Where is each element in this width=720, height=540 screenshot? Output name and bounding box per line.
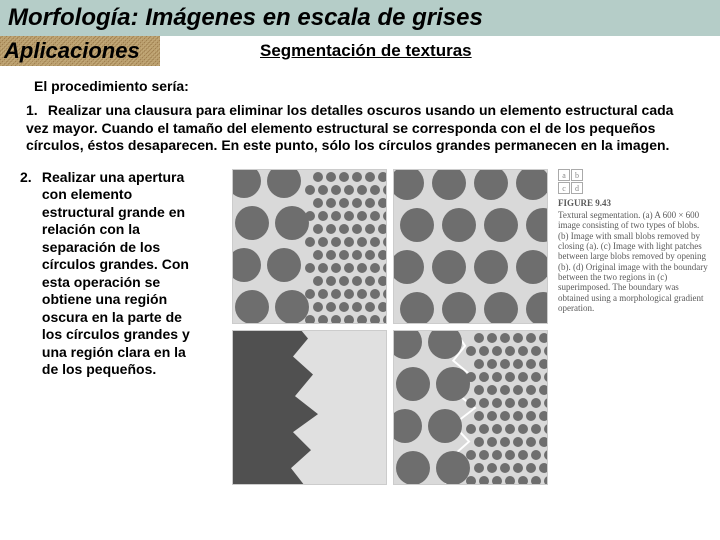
- step1-num: 1.: [26, 102, 44, 120]
- caption-cell-d: d: [571, 182, 583, 194]
- subtitle-row: Aplicaciones Segmentación de texturas: [0, 36, 720, 66]
- section-subtitle: Segmentación de texturas: [260, 41, 472, 61]
- step2-num: 2.: [20, 169, 38, 187]
- caption-cell-a: a: [558, 169, 570, 181]
- step2-body: Realizar una apertura con elemento estru…: [42, 169, 202, 379]
- figure: a b c d FIGURE 9.43 Textural segmentatio…: [232, 169, 708, 485]
- figure-caption: a b c d FIGURE 9.43 Textural segmentatio…: [558, 169, 708, 485]
- aplicaciones-label: Aplicaciones: [0, 36, 160, 66]
- caption-cell-b: b: [571, 169, 583, 181]
- panel-b: [393, 169, 548, 324]
- lower-section: 2. Realizar una apertura con elemento es…: [0, 169, 720, 485]
- caption-grid: a b c d: [558, 169, 708, 194]
- panel-c: [232, 330, 387, 485]
- caption-cell-c: c: [558, 182, 570, 194]
- caption-body: Textural segmentation. (a) A 600 × 600 i…: [558, 210, 708, 313]
- caption-title: FIGURE 9.43: [558, 198, 708, 208]
- step-1: 1. Realizar una clausura para eliminar l…: [26, 102, 684, 155]
- step-2: 2. Realizar una apertura con elemento es…: [20, 169, 220, 485]
- panel-d: [393, 330, 548, 485]
- page-title: Morfología: Imágenes en escala de grises: [0, 0, 720, 36]
- figure-panels: [232, 169, 548, 485]
- dark-region: [232, 330, 323, 485]
- intro-text: El procedimiento sería:: [34, 78, 720, 94]
- panel-a: [232, 169, 387, 324]
- step1-body: Realizar una clausura para eliminar los …: [26, 102, 673, 153]
